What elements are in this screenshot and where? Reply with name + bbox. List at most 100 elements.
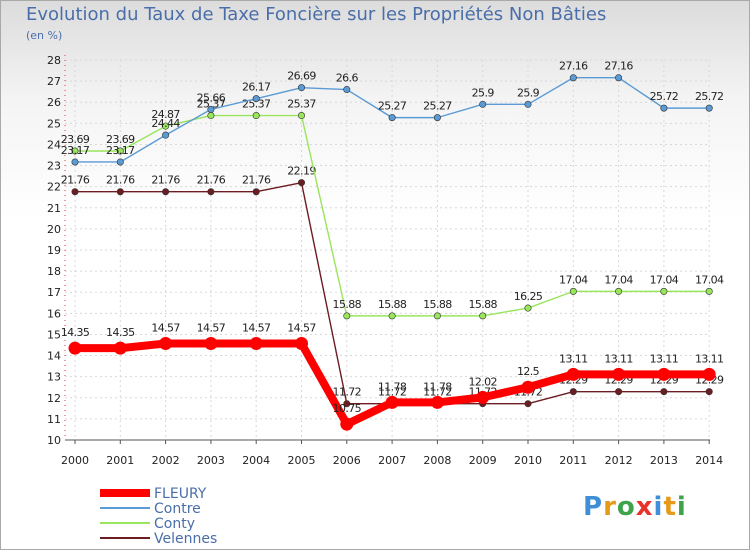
data-label-conty: 15.88 bbox=[423, 298, 452, 311]
data-label-contre: 25.27 bbox=[423, 100, 452, 113]
x-tick-label: 2013 bbox=[650, 454, 678, 467]
data-point-contre bbox=[207, 105, 215, 113]
chart-subtitle: (en %) bbox=[26, 29, 63, 42]
y-tick-label: 22 bbox=[47, 181, 61, 194]
y-tick-label: 14 bbox=[47, 350, 61, 363]
legend-label-conty: Conty bbox=[154, 516, 195, 532]
x-tick-label: 2006 bbox=[333, 454, 361, 467]
data-point-contre bbox=[615, 74, 623, 82]
data-point-conty bbox=[569, 287, 577, 295]
x-tick-label: 2005 bbox=[288, 454, 316, 467]
data-label-contre: 27.16 bbox=[604, 60, 633, 73]
x-tick-label: 2009 bbox=[469, 454, 497, 467]
data-point-velennes bbox=[71, 188, 79, 196]
data-point-fleury bbox=[657, 367, 671, 381]
data-label-fleury: 12.5 bbox=[517, 365, 540, 378]
x-tick-label: 2011 bbox=[559, 454, 587, 467]
data-point-velennes bbox=[660, 388, 668, 396]
data-label-fleury: 14.57 bbox=[287, 322, 316, 335]
data-label-velennes: 11.72 bbox=[333, 386, 362, 399]
data-label-fleury: 13.11 bbox=[559, 352, 588, 365]
data-label-contre: 26.6 bbox=[336, 72, 359, 85]
data-label-velennes: 11.72 bbox=[378, 386, 407, 399]
data-point-fleury bbox=[702, 367, 716, 381]
data-point-conty bbox=[524, 304, 532, 312]
y-tick-label: 20 bbox=[47, 223, 61, 236]
data-point-contre bbox=[252, 95, 260, 103]
y-tick-label: 17 bbox=[47, 286, 61, 299]
x-tick-label: 2012 bbox=[605, 454, 633, 467]
data-label-fleury: 14.35 bbox=[106, 326, 135, 339]
data-point-contre bbox=[71, 158, 79, 166]
data-point-fleury bbox=[566, 367, 580, 381]
data-label-contre: 25.66 bbox=[197, 91, 226, 104]
data-label-conty: 25.37 bbox=[287, 98, 316, 111]
data-point-contre bbox=[162, 131, 170, 139]
y-tick-label: 10 bbox=[47, 434, 61, 447]
data-point-conty bbox=[116, 147, 124, 155]
data-point-fleury bbox=[385, 395, 399, 409]
data-point-contre bbox=[479, 100, 487, 108]
data-point-velennes bbox=[207, 188, 215, 196]
data-label-conty: 17.04 bbox=[559, 273, 588, 286]
data-point-velennes bbox=[343, 400, 351, 408]
data-label-contre: 25.72 bbox=[695, 90, 724, 103]
data-point-contre bbox=[433, 114, 441, 122]
data-label-conty: 24.87 bbox=[151, 108, 180, 121]
data-point-velennes bbox=[524, 400, 532, 408]
y-tick-label: 13 bbox=[47, 371, 61, 384]
data-point-fleury bbox=[521, 380, 535, 394]
data-label-contre: 24.44 bbox=[151, 117, 180, 130]
data-label-fleury: 13.11 bbox=[604, 352, 633, 365]
y-tick-label: 24 bbox=[47, 138, 61, 151]
data-label-fleury: 14.57 bbox=[151, 322, 180, 335]
y-tick-label: 16 bbox=[47, 307, 61, 320]
data-label-conty: 15.88 bbox=[468, 298, 497, 311]
data-point-fleury bbox=[68, 341, 82, 355]
data-point-velennes bbox=[705, 388, 713, 396]
x-tick-label: 2000 bbox=[61, 454, 89, 467]
data-label-contre: 23.17 bbox=[106, 144, 135, 157]
data-point-conty bbox=[388, 312, 396, 320]
y-tick-label: 21 bbox=[47, 202, 61, 215]
data-label-fleury: 12.02 bbox=[468, 375, 497, 388]
y-tick-label: 12 bbox=[47, 392, 61, 405]
chart-title: Evolution du Taux de Taxe Foncière sur l… bbox=[26, 4, 607, 25]
data-label-contre: 26.69 bbox=[287, 70, 316, 83]
data-point-conty bbox=[479, 312, 487, 320]
data-point-conty bbox=[71, 147, 79, 155]
data-label-velennes: 21.76 bbox=[151, 174, 180, 187]
data-point-conty bbox=[433, 312, 441, 320]
y-tick-label: 23 bbox=[47, 160, 61, 173]
data-point-conty bbox=[343, 312, 351, 320]
data-label-conty: 15.88 bbox=[333, 298, 362, 311]
data-label-conty: 23.69 bbox=[106, 133, 135, 146]
data-point-fleury bbox=[204, 337, 218, 351]
data-point-contre bbox=[524, 100, 532, 108]
y-tick-label: 19 bbox=[47, 244, 61, 257]
legend-label-contre: Contre bbox=[154, 501, 201, 517]
data-point-fleury bbox=[249, 337, 263, 351]
x-tick-label: 2014 bbox=[695, 454, 723, 467]
data-label-velennes: 21.76 bbox=[106, 174, 135, 187]
data-point-velennes bbox=[615, 388, 623, 396]
data-point-contre bbox=[297, 84, 305, 92]
data-label-fleury: 14.57 bbox=[197, 322, 226, 335]
data-label-fleury: 14.57 bbox=[242, 322, 271, 335]
data-label-fleury: 11.78 bbox=[423, 380, 452, 393]
data-point-contre bbox=[705, 104, 713, 112]
data-point-velennes bbox=[162, 188, 170, 196]
x-tick-label: 2002 bbox=[152, 454, 180, 467]
data-point-contre bbox=[660, 104, 668, 112]
data-point-contre bbox=[569, 74, 577, 82]
data-label-fleury: 13.11 bbox=[650, 352, 679, 365]
data-point-conty bbox=[705, 287, 713, 295]
y-tick-label: 28 bbox=[47, 54, 61, 67]
proxiti-logo: Proxiti bbox=[583, 492, 687, 522]
data-label-contre: 23.17 bbox=[61, 144, 90, 157]
data-label-contre: 26.17 bbox=[242, 81, 271, 94]
x-tick-label: 2004 bbox=[242, 454, 270, 467]
data-point-fleury bbox=[476, 390, 490, 404]
